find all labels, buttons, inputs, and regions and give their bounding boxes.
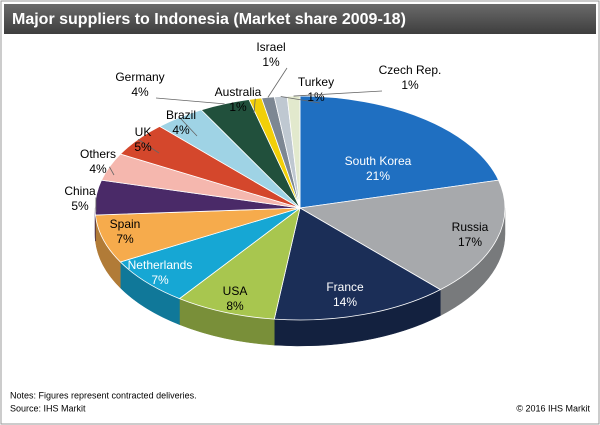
leader-line [179, 117, 198, 137]
slice-label: Czech Rep. [379, 63, 442, 77]
value-label: 5% [71, 199, 89, 213]
value-label: 1% [229, 100, 247, 114]
value-label: 1% [307, 90, 325, 104]
slice-label: Turkey [298, 75, 334, 89]
slice-label: Russia [452, 220, 489, 234]
value-label: 21% [366, 169, 390, 183]
slice-label: Others [80, 147, 116, 161]
value-label: 14% [333, 295, 357, 309]
slice-label: Spain [110, 217, 141, 231]
slice-label: South Korea [345, 154, 412, 168]
slice-label: Netherlands [128, 258, 193, 272]
leader-line [109, 166, 115, 176]
value-label: 4% [131, 85, 149, 99]
value-label: 5% [134, 140, 152, 154]
slice-label: USA [223, 284, 248, 298]
notes: Notes: Figures represent contracted deli… [10, 390, 197, 400]
value-label: 4% [89, 162, 107, 176]
slice-label: Australia [215, 85, 262, 99]
value-label: 17% [458, 235, 482, 249]
slice-label: Brazil [166, 108, 196, 122]
value-label: 7% [116, 232, 134, 246]
leader-line [280, 96, 321, 104]
value-label: 1% [401, 78, 419, 92]
slice [178, 207, 301, 320]
slice [298, 179, 506, 291]
leader-line [253, 98, 256, 114]
value-label: 4% [172, 123, 190, 137]
value-label: 8% [226, 299, 244, 313]
leader-line [293, 90, 383, 97]
slice-label: UK [135, 125, 152, 139]
slice [299, 95, 500, 209]
leader-line [137, 139, 160, 154]
slice [273, 207, 442, 321]
value-label: 7% [151, 273, 169, 287]
copyright: © 2016 IHS Markit [516, 403, 590, 413]
slice-label: Israel [256, 40, 285, 54]
leader-line [267, 67, 288, 98]
source: Source: IHS Markit [10, 403, 86, 413]
value-label: 1% [262, 55, 280, 69]
slice-label: China [64, 184, 96, 198]
slice-label: France [326, 280, 364, 294]
chart-title: Major suppliers to Indonesia (Market sha… [12, 11, 406, 28]
leader-line [155, 97, 225, 105]
title-bar [4, 4, 596, 34]
slice-label: Germany [115, 70, 164, 84]
